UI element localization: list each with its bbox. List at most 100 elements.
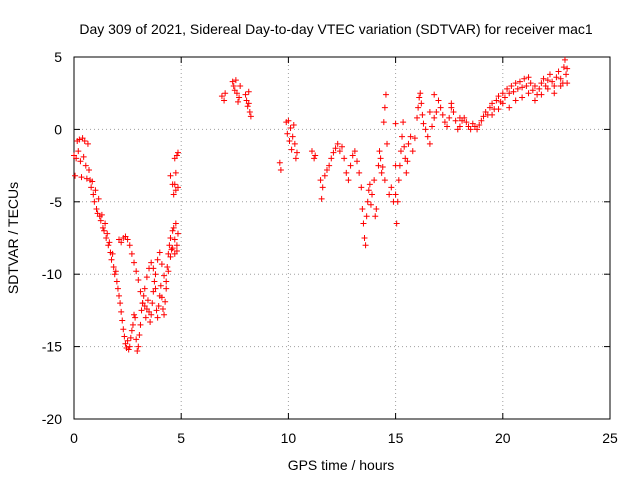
x-tick-label: 20 (495, 430, 511, 446)
data-point (544, 77, 551, 84)
x-tick-label: 25 (602, 430, 618, 446)
data-point (245, 100, 252, 107)
data-point (132, 314, 139, 321)
data-point (405, 140, 412, 147)
data-point (450, 109, 457, 116)
data-point (242, 91, 249, 98)
data-point (373, 206, 380, 213)
data-point (448, 100, 455, 107)
data-point (236, 94, 243, 101)
data-point (544, 85, 551, 92)
data-point (417, 90, 424, 97)
data-point (512, 80, 519, 87)
data-point (564, 80, 571, 87)
data-point (499, 90, 506, 97)
data-point (419, 111, 426, 118)
data-point (336, 148, 343, 155)
data-point (495, 106, 502, 113)
data-point (149, 300, 156, 307)
data-point (110, 263, 117, 270)
data-point (174, 149, 181, 156)
data-point (147, 318, 154, 325)
data-point (170, 191, 177, 198)
data-point (312, 152, 319, 159)
data-point (555, 68, 562, 75)
data-point (375, 162, 382, 169)
data-point (431, 114, 438, 121)
data-point (83, 175, 90, 182)
data-point (169, 227, 176, 234)
data-point (474, 126, 481, 133)
data-point (171, 236, 178, 243)
data-point (218, 93, 225, 100)
data-point (476, 122, 483, 129)
data-points (71, 56, 571, 354)
data-point (285, 117, 292, 124)
data-point (441, 119, 448, 126)
data-point (563, 71, 570, 78)
data-point (359, 206, 366, 213)
data-point (148, 259, 155, 266)
data-point (174, 184, 181, 191)
data-point (73, 155, 80, 162)
data-point (418, 100, 425, 107)
data-point (172, 220, 179, 227)
data-point (351, 148, 358, 155)
data-point (86, 166, 93, 173)
data-point (504, 85, 511, 92)
data-point (99, 224, 106, 231)
data-point (121, 333, 128, 340)
data-point (514, 85, 521, 92)
data-point (392, 120, 399, 127)
data-point (311, 155, 318, 162)
data-point (426, 109, 433, 116)
data-point (400, 119, 407, 126)
data-point (463, 119, 470, 126)
data-point (506, 104, 513, 111)
data-point (139, 300, 146, 307)
data-point (323, 166, 330, 173)
data-point (151, 278, 158, 285)
data-point (286, 137, 293, 144)
data-point (142, 314, 149, 321)
data-point (126, 242, 133, 249)
data-point (80, 153, 87, 160)
data-point (439, 111, 446, 118)
data-point (361, 235, 368, 241)
data-point (102, 220, 109, 227)
data-point (144, 297, 151, 304)
data-point (292, 155, 299, 162)
data-point (332, 145, 339, 152)
data-point (339, 143, 345, 150)
data-point (424, 133, 431, 140)
data-point (117, 300, 124, 307)
data-point (321, 172, 328, 179)
data-point (444, 123, 451, 130)
data-point (103, 235, 110, 241)
data-point (318, 195, 325, 202)
data-point (499, 100, 506, 107)
data-point (380, 119, 387, 126)
data-point (133, 268, 140, 275)
data-point (525, 74, 532, 81)
data-point (120, 326, 127, 333)
data-point (364, 198, 371, 205)
data-point (527, 80, 534, 87)
y-axis-label: SDTVAR / TECUs (5, 182, 21, 294)
data-point (229, 78, 236, 85)
data-point (92, 187, 99, 194)
data-point (319, 184, 326, 191)
data-point (237, 82, 244, 89)
data-point (114, 285, 121, 292)
data-point (169, 245, 176, 252)
data-point (141, 285, 148, 292)
data-point (75, 148, 82, 155)
data-point (378, 169, 385, 176)
data-point (81, 137, 88, 144)
data-point (174, 230, 181, 237)
data-point (135, 276, 142, 283)
data-point (78, 174, 85, 181)
data-point (127, 334, 134, 341)
data-point (156, 249, 163, 256)
data-point (379, 164, 386, 171)
